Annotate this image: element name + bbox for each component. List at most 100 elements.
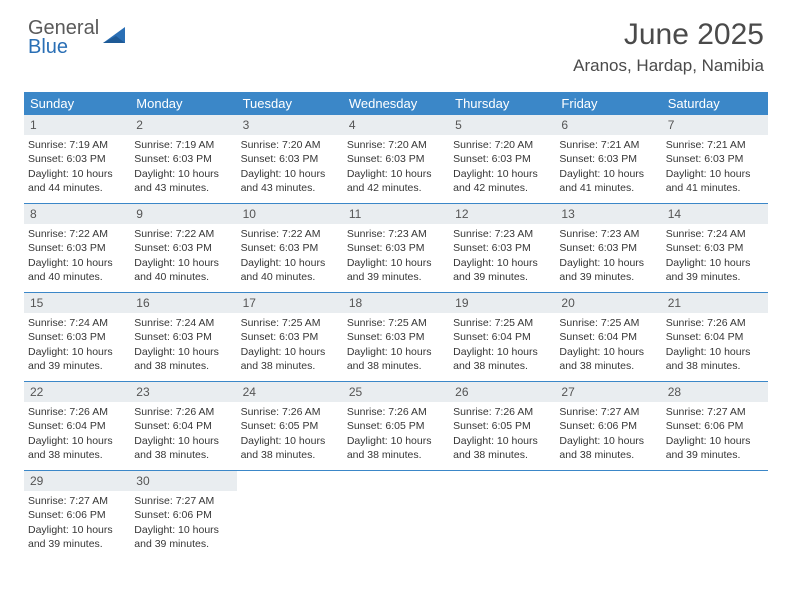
sunset-line: Sunset: 6:04 PM bbox=[666, 330, 764, 344]
daylight-line: Daylight: 10 hours and 39 minutes. bbox=[28, 523, 126, 551]
sunset-line: Sunset: 6:05 PM bbox=[347, 419, 445, 433]
daylight-line: Daylight: 10 hours and 38 minutes. bbox=[134, 434, 232, 462]
sunrise-line: Sunrise: 7:23 AM bbox=[347, 227, 445, 241]
day-cell: 22Sunrise: 7:26 AMSunset: 6:04 PMDayligh… bbox=[24, 382, 130, 470]
weekday-header: Saturday bbox=[662, 92, 768, 115]
day-number: 21 bbox=[662, 293, 768, 313]
day-number: 24 bbox=[237, 382, 343, 402]
sunrise-line: Sunrise: 7:27 AM bbox=[666, 405, 764, 419]
sunrise-line: Sunrise: 7:25 AM bbox=[241, 316, 339, 330]
sunset-line: Sunset: 6:03 PM bbox=[28, 330, 126, 344]
weekday-header: Friday bbox=[555, 92, 661, 115]
sunset-line: Sunset: 6:03 PM bbox=[134, 241, 232, 255]
triangle-icon bbox=[103, 25, 129, 50]
day-number: 9 bbox=[130, 204, 236, 224]
day-number bbox=[555, 471, 661, 491]
daylight-line: Daylight: 10 hours and 40 minutes. bbox=[134, 256, 232, 284]
sunrise-line: Sunrise: 7:20 AM bbox=[453, 138, 551, 152]
weekday-header: Sunday bbox=[24, 92, 130, 115]
sunrise-line: Sunrise: 7:23 AM bbox=[559, 227, 657, 241]
sunset-line: Sunset: 6:05 PM bbox=[241, 419, 339, 433]
daylight-line: Daylight: 10 hours and 39 minutes. bbox=[134, 523, 232, 551]
weekday-row: SundayMondayTuesdayWednesdayThursdayFrid… bbox=[24, 92, 768, 115]
day-cell: 19Sunrise: 7:25 AMSunset: 6:04 PMDayligh… bbox=[449, 293, 555, 381]
daylight-line: Daylight: 10 hours and 38 minutes. bbox=[241, 434, 339, 462]
sunset-line: Sunset: 6:03 PM bbox=[347, 241, 445, 255]
sunset-line: Sunset: 6:06 PM bbox=[28, 508, 126, 522]
sunrise-line: Sunrise: 7:21 AM bbox=[559, 138, 657, 152]
day-cell: 17Sunrise: 7:25 AMSunset: 6:03 PMDayligh… bbox=[237, 293, 343, 381]
daylight-line: Daylight: 10 hours and 39 minutes. bbox=[347, 256, 445, 284]
sunrise-line: Sunrise: 7:24 AM bbox=[134, 316, 232, 330]
sunrise-line: Sunrise: 7:22 AM bbox=[241, 227, 339, 241]
daylight-line: Daylight: 10 hours and 43 minutes. bbox=[134, 167, 232, 195]
day-number: 17 bbox=[237, 293, 343, 313]
sunrise-line: Sunrise: 7:20 AM bbox=[241, 138, 339, 152]
sunset-line: Sunset: 6:03 PM bbox=[559, 152, 657, 166]
sunset-line: Sunset: 6:04 PM bbox=[559, 330, 657, 344]
daylight-line: Daylight: 10 hours and 38 minutes. bbox=[559, 345, 657, 373]
sunset-line: Sunset: 6:06 PM bbox=[134, 508, 232, 522]
day-number bbox=[662, 471, 768, 491]
day-number: 18 bbox=[343, 293, 449, 313]
day-cell: 27Sunrise: 7:27 AMSunset: 6:06 PMDayligh… bbox=[555, 382, 661, 470]
sunset-line: Sunset: 6:03 PM bbox=[666, 152, 764, 166]
logo-line2: Blue bbox=[28, 37, 99, 57]
day-number: 2 bbox=[130, 115, 236, 135]
sunrise-line: Sunrise: 7:24 AM bbox=[666, 227, 764, 241]
day-number: 15 bbox=[24, 293, 130, 313]
sunset-line: Sunset: 6:05 PM bbox=[453, 419, 551, 433]
sunrise-line: Sunrise: 7:21 AM bbox=[666, 138, 764, 152]
day-cell: 4Sunrise: 7:20 AMSunset: 6:03 PMDaylight… bbox=[343, 115, 449, 203]
sunset-line: Sunset: 6:03 PM bbox=[559, 241, 657, 255]
daylight-line: Daylight: 10 hours and 39 minutes. bbox=[666, 434, 764, 462]
day-cell: 2Sunrise: 7:19 AMSunset: 6:03 PMDaylight… bbox=[130, 115, 236, 203]
sunrise-line: Sunrise: 7:19 AM bbox=[134, 138, 232, 152]
day-cell: 6Sunrise: 7:21 AMSunset: 6:03 PMDaylight… bbox=[555, 115, 661, 203]
daylight-line: Daylight: 10 hours and 40 minutes. bbox=[241, 256, 339, 284]
sunset-line: Sunset: 6:06 PM bbox=[559, 419, 657, 433]
sunset-line: Sunset: 6:03 PM bbox=[241, 241, 339, 255]
sunset-line: Sunset: 6:03 PM bbox=[347, 330, 445, 344]
sunset-line: Sunset: 6:03 PM bbox=[241, 152, 339, 166]
day-cell: 18Sunrise: 7:25 AMSunset: 6:03 PMDayligh… bbox=[343, 293, 449, 381]
day-number: 27 bbox=[555, 382, 661, 402]
day-number: 29 bbox=[24, 471, 130, 491]
sunset-line: Sunset: 6:03 PM bbox=[134, 330, 232, 344]
daylight-line: Daylight: 10 hours and 42 minutes. bbox=[453, 167, 551, 195]
day-cell: 13Sunrise: 7:23 AMSunset: 6:03 PMDayligh… bbox=[555, 204, 661, 292]
day-cell bbox=[555, 471, 661, 559]
sunrise-line: Sunrise: 7:23 AM bbox=[453, 227, 551, 241]
sunrise-line: Sunrise: 7:26 AM bbox=[347, 405, 445, 419]
weekday-header: Wednesday bbox=[343, 92, 449, 115]
day-cell: 9Sunrise: 7:22 AMSunset: 6:03 PMDaylight… bbox=[130, 204, 236, 292]
location: Aranos, Hardap, Namibia bbox=[573, 56, 764, 76]
week-row: 1Sunrise: 7:19 AMSunset: 6:03 PMDaylight… bbox=[24, 115, 768, 204]
day-cell: 23Sunrise: 7:26 AMSunset: 6:04 PMDayligh… bbox=[130, 382, 236, 470]
day-cell bbox=[237, 471, 343, 559]
logo: General Blue bbox=[28, 18, 129, 57]
day-cell bbox=[343, 471, 449, 559]
sunrise-line: Sunrise: 7:27 AM bbox=[559, 405, 657, 419]
day-number: 10 bbox=[237, 204, 343, 224]
day-cell: 11Sunrise: 7:23 AMSunset: 6:03 PMDayligh… bbox=[343, 204, 449, 292]
day-cell: 16Sunrise: 7:24 AMSunset: 6:03 PMDayligh… bbox=[130, 293, 236, 381]
day-number: 5 bbox=[449, 115, 555, 135]
sunrise-line: Sunrise: 7:22 AM bbox=[28, 227, 126, 241]
daylight-line: Daylight: 10 hours and 39 minutes. bbox=[666, 256, 764, 284]
header: General Blue June 2025 Aranos, Hardap, N… bbox=[0, 0, 792, 84]
sunset-line: Sunset: 6:06 PM bbox=[666, 419, 764, 433]
day-number bbox=[449, 471, 555, 491]
day-number: 30 bbox=[130, 471, 236, 491]
sunrise-line: Sunrise: 7:27 AM bbox=[134, 494, 232, 508]
sunset-line: Sunset: 6:04 PM bbox=[28, 419, 126, 433]
day-cell: 25Sunrise: 7:26 AMSunset: 6:05 PMDayligh… bbox=[343, 382, 449, 470]
calendar: SundayMondayTuesdayWednesdayThursdayFrid… bbox=[24, 92, 768, 559]
day-cell: 30 Sunrise: 7:27 AMSunset: 6:06 PMDayligh… bbox=[130, 471, 236, 559]
day-number: 14 bbox=[662, 204, 768, 224]
sunrise-line: Sunrise: 7:26 AM bbox=[666, 316, 764, 330]
sunset-line: Sunset: 6:03 PM bbox=[28, 152, 126, 166]
daylight-line: Daylight: 10 hours and 41 minutes. bbox=[559, 167, 657, 195]
day-cell: 28Sunrise: 7:27 AMSunset: 6:06 PMDayligh… bbox=[662, 382, 768, 470]
day-cell: 1Sunrise: 7:19 AMSunset: 6:03 PMDaylight… bbox=[24, 115, 130, 203]
